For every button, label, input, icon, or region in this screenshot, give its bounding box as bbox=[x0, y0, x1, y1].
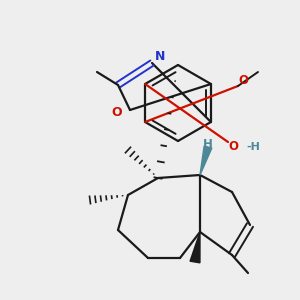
Polygon shape bbox=[190, 232, 200, 263]
Text: -H: -H bbox=[246, 142, 260, 152]
Text: O: O bbox=[238, 74, 248, 86]
Polygon shape bbox=[200, 146, 212, 175]
Text: H: H bbox=[203, 139, 213, 152]
Text: N: N bbox=[155, 50, 165, 62]
Text: O: O bbox=[228, 140, 238, 154]
Text: O: O bbox=[112, 106, 122, 118]
